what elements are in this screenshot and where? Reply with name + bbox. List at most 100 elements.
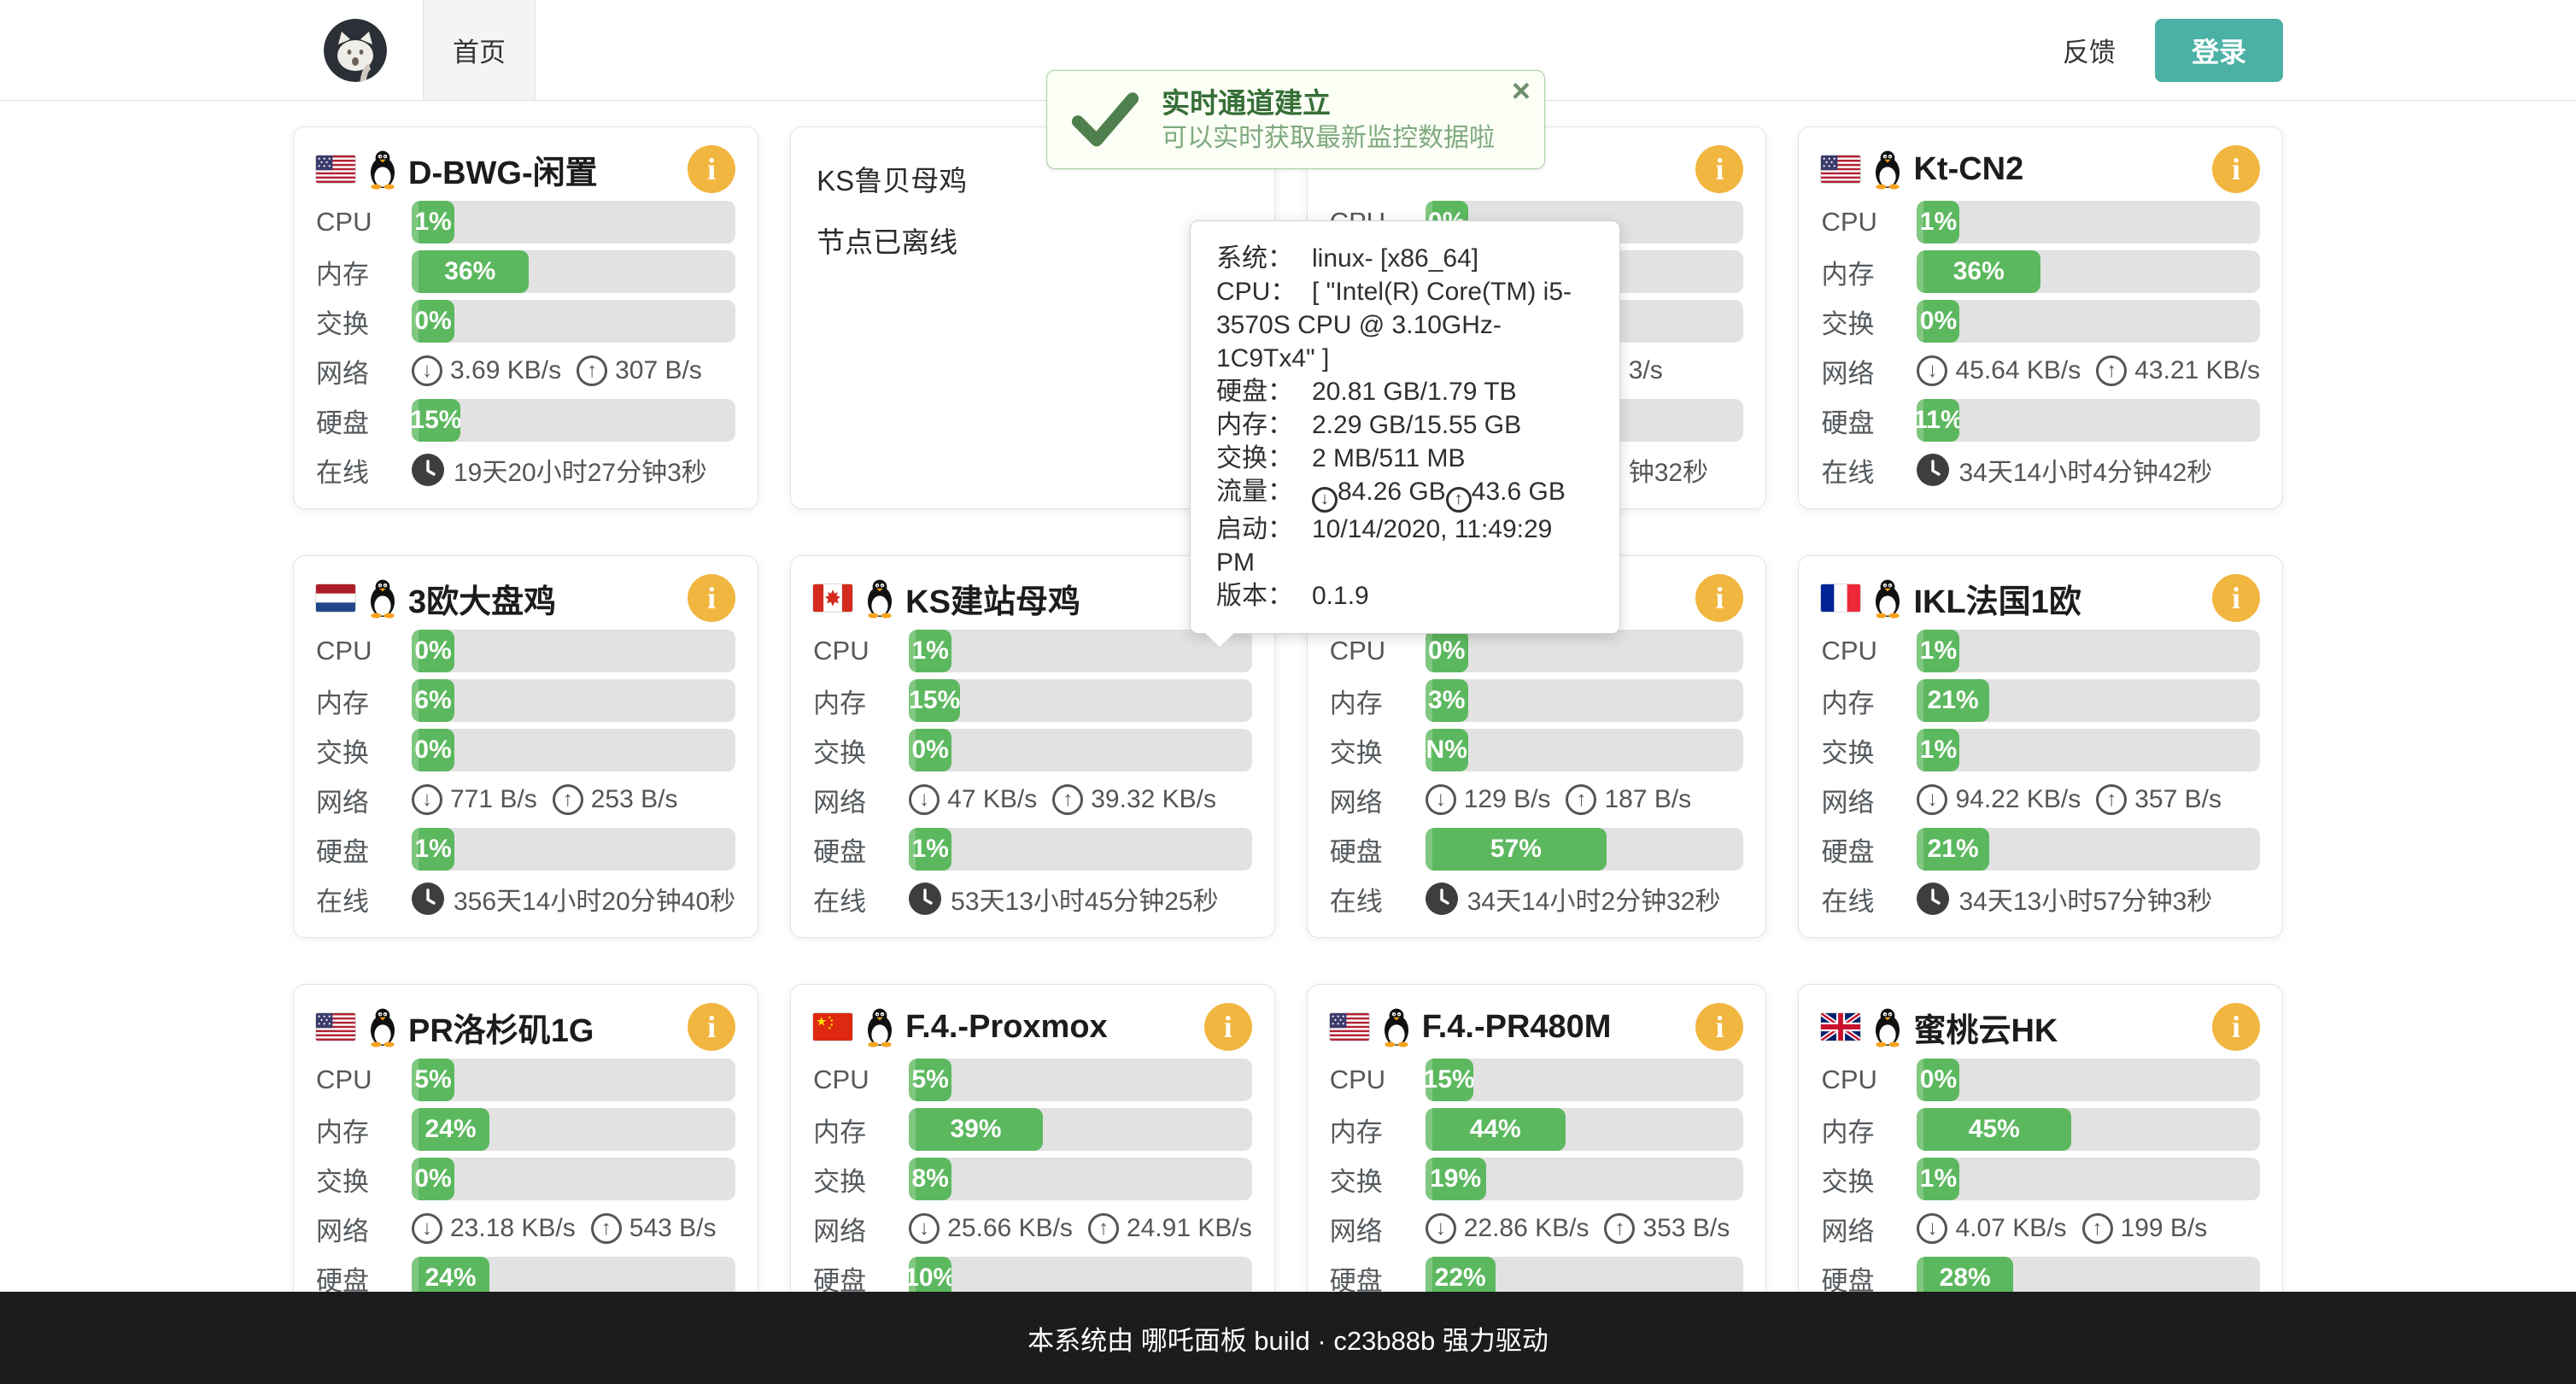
metric-label-disk: 硬盘: [1821, 1265, 1875, 1296]
network-value: ↓ 47 KB/s ↑ 39.32 KB/s: [909, 784, 1252, 815]
tooltip-row-label: 流量：: [1216, 478, 1293, 506]
network-up-value: 543 B/s: [629, 1214, 717, 1242]
swap-percent-value: 0%: [911, 736, 949, 764]
metric-row-swap: 交换 0%: [316, 729, 736, 771]
clock-icon: [1425, 883, 1458, 915]
linux-tux-icon: [1871, 1006, 1905, 1047]
cpu-progress-track: 15%: [1425, 1059, 1744, 1101]
server-card-header: i: [1330, 144, 1744, 194]
metric-row-net: 网络 ↓ 129 B/s ↑ 187 B/s: [1330, 778, 1744, 821]
feedback-link[interactable]: 反馈: [2063, 38, 2116, 67]
cpu-progress-fill: 1%: [412, 201, 454, 243]
tooltip-row-label: 硬盘：: [1216, 378, 1293, 406]
info-icon[interactable]: i: [1695, 145, 1744, 193]
login-button[interactable]: 登录: [2155, 18, 2283, 82]
info-icon[interactable]: i: [688, 145, 736, 193]
metric-row-cpu: CPU 0%: [316, 630, 736, 672]
metric-label-net: 网络: [1821, 1216, 1875, 1246]
tooltip-row-label: 版本：: [1216, 581, 1293, 610]
metric-row-net: 网络 ↓ 23.18 KB/s ↑ 543 B/s: [316, 1207, 735, 1250]
metric-label-net: 网络: [813, 1216, 867, 1246]
metric-label-uptime: 在线: [1821, 886, 1875, 917]
mem-percent-value: 15%: [909, 686, 961, 714]
disk-percent-value: 24%: [424, 1264, 477, 1292]
download-arrow-icon: ↓: [1425, 784, 1456, 815]
info-icon[interactable]: i: [1695, 574, 1744, 622]
server-card-header: 3欧大盘鸡 i: [316, 573, 736, 623]
metric-label-cpu: CPU: [1821, 207, 1877, 237]
uptime-text: 34天14小时2分钟32秒: [1467, 888, 1721, 916]
flag-cn-icon: [813, 1013, 853, 1041]
mem-progress-track: 15%: [909, 679, 1252, 722]
server-name: Kt-CN2: [1913, 150, 2024, 187]
info-icon[interactable]: i: [688, 1003, 736, 1051]
server-name: KS建站母鸡: [905, 584, 1080, 620]
toast-realtime-channel: 实时通道建立 可以实时获取最新监控数据啦 ×: [1046, 70, 1545, 169]
network-value: ↓ 129 B/s ↑ 187 B/s: [1425, 784, 1744, 815]
download-arrow-icon: ↓: [412, 784, 442, 815]
flag-us-icon: [1821, 155, 1861, 183]
network-value: ↓ 771 B/s ↑ 253 B/s: [412, 784, 735, 815]
info-icon[interactable]: i: [1203, 1003, 1252, 1051]
swap-progress-fill: 19%: [1425, 1158, 1486, 1200]
metric-label-uptime: 在线: [813, 886, 867, 917]
network-up-value: 24.91 KB/s: [1126, 1214, 1252, 1242]
network-value: ↓ 4.07 KB/s ↑ 199 B/s: [1917, 1213, 2260, 1244]
download-arrow-icon: ↓: [1917, 784, 1948, 815]
network-down-value: 94.22 KB/s: [1955, 785, 2081, 813]
download-arrow-icon: ↓: [909, 784, 940, 815]
metric-row-mem: 内存 21%: [1821, 679, 2260, 722]
flag-us-icon: [316, 155, 355, 183]
metric-row-net: 网络 ↓ 771 B/s ↑ 253 B/s: [316, 778, 735, 821]
site-logo-avatar[interactable]: [324, 18, 387, 82]
network-down-value: 129 B/s: [1463, 785, 1551, 813]
cpu-progress-track: 5%: [412, 1059, 736, 1101]
mem-progress-fill: 36%: [1917, 250, 2041, 293]
tooltip-row-value: [ "Intel(R) Core(TM) i5-3570S CPU @ 3.10…: [1216, 278, 1572, 372]
disk-progress-track: 57%: [1425, 828, 1744, 871]
toast-close-icon[interactable]: ×: [1511, 73, 1531, 109]
swap-progress-fill: 1%: [1917, 729, 1960, 771]
cpu-percent-value: 1%: [911, 636, 949, 665]
info-icon[interactable]: i: [2212, 145, 2260, 193]
metric-row-disk: 硬盘 1%: [316, 828, 736, 871]
disk-percent-value: 1%: [414, 835, 452, 863]
server-name: 3欧大盘鸡: [408, 584, 557, 620]
mem-progress-track: 36%: [1917, 250, 2260, 293]
mem-progress-track: 21%: [1917, 679, 2260, 722]
toast-message: 可以实时获取最新监控数据啦: [1162, 123, 1495, 152]
info-icon[interactable]: i: [1695, 1003, 1744, 1051]
metric-row-cpu: CPU 5%: [813, 1059, 1252, 1101]
network-up-value: 353 B/s: [1642, 1214, 1730, 1242]
metric-label-net: 网络: [813, 787, 867, 818]
info-icon[interactable]: i: [2212, 574, 2260, 622]
cpu-progress-track: 1%: [909, 630, 1252, 672]
metric-label-uptime: 在线: [316, 457, 369, 488]
disk-progress-track: 21%: [1917, 828, 2260, 871]
linux-tux-icon: [366, 149, 400, 190]
metric-row-cpu: CPU 1%: [1821, 630, 2260, 672]
cpu-progress-fill: 0%: [1917, 1059, 1960, 1101]
tooltip-row-label: 系统：: [1216, 244, 1293, 273]
metric-row-uptime: 在线 53天13小时45分钟25秒: [813, 877, 1252, 920]
flag-fr-icon: [1821, 584, 1861, 612]
cpu-percent-value: 0%: [1428, 636, 1466, 665]
upload-arrow-icon: ↑: [552, 784, 583, 815]
cpu-progress-fill: 0%: [412, 630, 454, 672]
swap-progress-track: 8%: [909, 1158, 1252, 1200]
metric-label-cpu: CPU: [1329, 636, 1386, 666]
upload-arrow-icon: ↑: [2096, 784, 2128, 815]
metric-row-disk: 硬盘 11%: [1821, 399, 2260, 442]
uptime-value-fragment: 钟32秒: [1628, 459, 1709, 487]
metric-label-net: 网络: [316, 358, 369, 389]
tab-home[interactable]: 首页: [423, 0, 536, 100]
metric-label-disk: 硬盘: [316, 836, 369, 867]
swap-progress-track: 1%: [1917, 729, 2260, 771]
info-icon[interactable]: i: [2212, 1003, 2260, 1051]
metric-row-swap: 交换 1%: [1821, 729, 2260, 771]
download-arrow-icon: ↓: [909, 1213, 940, 1244]
flag-us-icon: [316, 1013, 355, 1041]
metric-row-uptime: 在线 19天20小时27分钟3秒: [316, 449, 735, 491]
metric-label-net: 网络: [316, 787, 369, 818]
info-icon[interactable]: i: [688, 574, 736, 622]
